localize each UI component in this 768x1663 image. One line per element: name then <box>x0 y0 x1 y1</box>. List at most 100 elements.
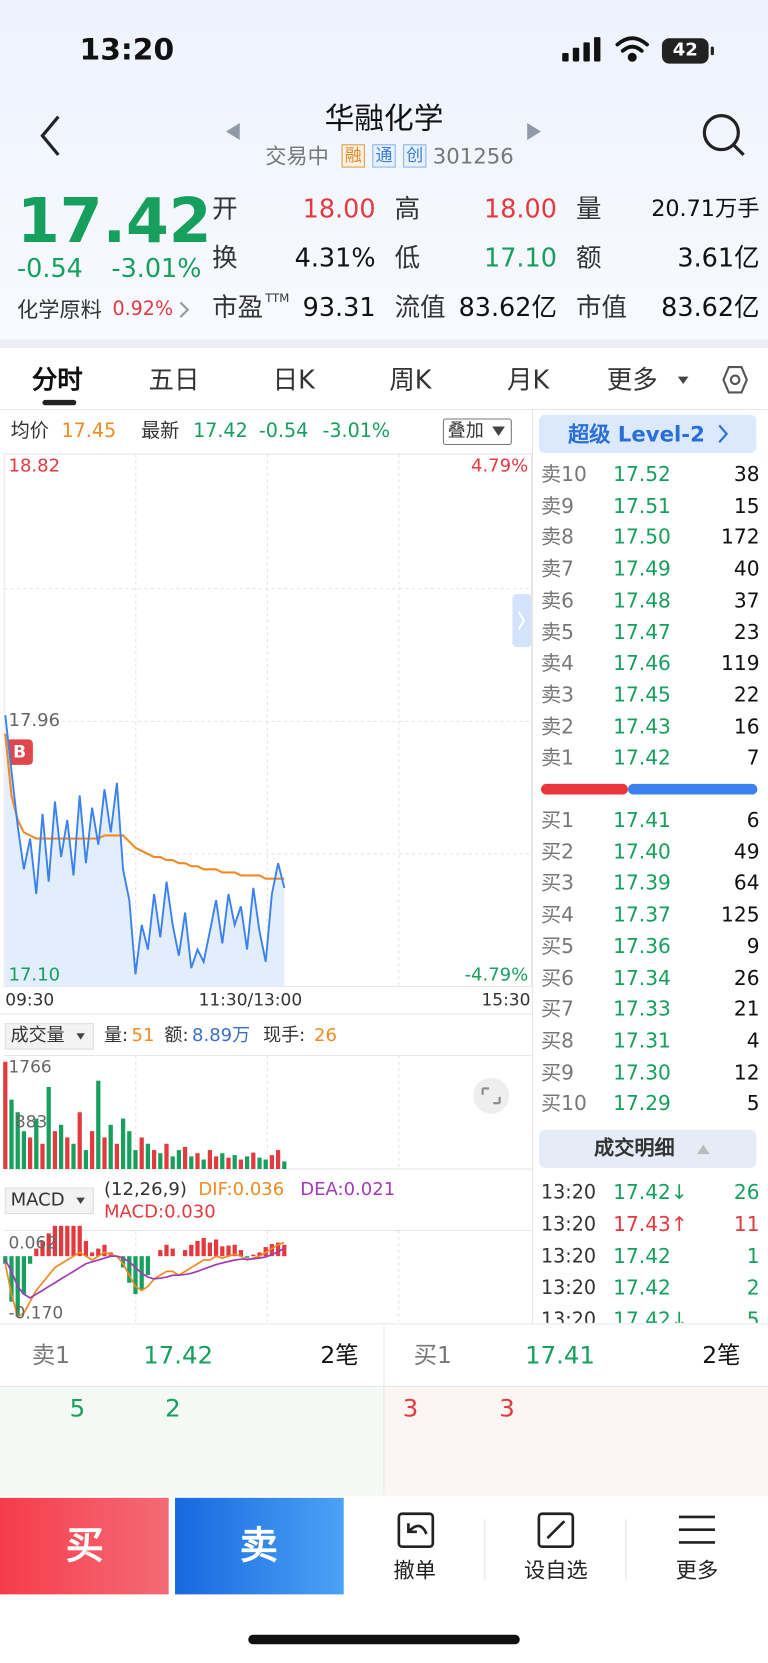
macd-bar <box>83 1240 89 1257</box>
volume-bar <box>164 1143 169 1170</box>
back-button[interactable] <box>40 115 60 156</box>
stat-value: 18.00 <box>302 194 376 224</box>
badge: 创 <box>403 144 427 168</box>
volume-bar <box>282 1161 287 1170</box>
book-price: 17.29 <box>613 1092 671 1116</box>
level2-button[interactable] <box>538 414 757 453</box>
tab[interactable]: 分时 <box>31 364 83 395</box>
axis-label: 17.10 <box>8 964 61 987</box>
book-volume: 125 <box>721 903 760 927</box>
action-label[interactable]: 更多 <box>675 1557 719 1583</box>
book-volume: 7 <box>746 746 760 770</box>
tab[interactable]: 日K <box>272 364 315 395</box>
book-price: 17.45 <box>613 683 671 707</box>
cancel-icon[interactable] <box>397 1512 435 1548</box>
action-label[interactable]: 撤单 <box>393 1557 436 1583</box>
book-label: 买5 <box>541 934 574 959</box>
tab[interactable]: 月K <box>507 364 550 395</box>
wifi-icon <box>615 36 649 62</box>
macd-bar <box>189 1244 194 1257</box>
label: -3.01% <box>322 420 391 443</box>
tab[interactable]: 更多 <box>606 364 658 395</box>
volume-bar <box>232 1155 237 1170</box>
signal-icon <box>562 37 601 62</box>
macd-bar <box>226 1245 231 1257</box>
macd-bar <box>133 1256 138 1295</box>
macd-bar <box>201 1237 206 1257</box>
prev-stock[interactable] <box>225 123 240 141</box>
macd-bar <box>145 1256 151 1276</box>
trades-button[interactable] <box>538 1129 757 1168</box>
sell-button[interactable] <box>175 1497 344 1595</box>
label: 2笔 <box>320 1342 359 1370</box>
stat-value: 93.31 <box>302 292 376 323</box>
side-tab[interactable] <box>512 594 532 648</box>
stat-value: 18.00 <box>484 194 557 224</box>
book-price: 17.47 <box>613 620 671 644</box>
queue-item: 3 <box>402 1395 419 1424</box>
volume-bar <box>195 1153 200 1170</box>
macd-bar <box>102 1244 107 1257</box>
sell-ratio <box>541 783 628 795</box>
price-line <box>4 715 286 975</box>
sector-pct: 0.92% <box>112 298 174 321</box>
settings-icon[interactable] <box>722 365 748 394</box>
book-label: 卖9 <box>541 494 574 518</box>
stat-value: 17.10 <box>484 242 557 273</box>
macd-bar <box>220 1246 225 1257</box>
volume-bar <box>21 1131 27 1170</box>
trade-price: 17.42↓ <box>613 1181 688 1205</box>
book-label: 卖5 <box>541 620 574 644</box>
trade-price: 17.42 <box>613 1276 671 1301</box>
macd-bar <box>269 1244 275 1257</box>
separator <box>0 339 768 348</box>
buy-marker <box>6 739 33 765</box>
change: -0.54 <box>16 253 83 284</box>
tab[interactable]: 周K <box>389 364 432 395</box>
volume-bar <box>176 1150 182 1170</box>
macd-selector[interactable] <box>4 1187 94 1215</box>
macd-bar <box>21 1256 27 1295</box>
volume-bar <box>58 1124 64 1170</box>
macd-bar <box>65 1225 70 1257</box>
action-label[interactable]: 设自选 <box>524 1557 588 1583</box>
expand-button[interactable] <box>473 1077 510 1114</box>
trades-title[interactable]: 成交明细 <box>594 1136 675 1160</box>
book-volume: 40 <box>733 557 760 581</box>
volume-bar <box>170 1156 175 1170</box>
buy-button-label[interactable]: 买 <box>65 1524 104 1568</box>
volume-bar <box>275 1150 281 1170</box>
queue-item: 5 <box>69 1395 86 1424</box>
overlay-label[interactable]: 叠加 <box>447 420 484 442</box>
book-price: 17.51 <box>613 494 671 518</box>
stat-label: 高 <box>394 194 421 224</box>
book-label: 卖2 <box>541 715 574 739</box>
trade-time: 13:20 <box>541 1309 597 1323</box>
overlay-button[interactable] <box>442 418 512 446</box>
next-stock[interactable] <box>527 123 542 141</box>
book-volume: 9 <box>746 934 760 959</box>
level2-title[interactable]: 超级 Level-2 <box>568 421 705 447</box>
macd-bar <box>71 1225 76 1257</box>
axis-label: 17.96 <box>8 710 61 732</box>
change-pct: -3.01% <box>111 253 202 284</box>
macd-bar <box>158 1250 163 1257</box>
volume-bar <box>238 1159 244 1170</box>
label[interactable]: MACD <box>10 1189 65 1211</box>
battery-icon <box>661 38 709 64</box>
axis-label: -4.79% <box>464 964 529 987</box>
more-icon[interactable] <box>678 1515 715 1544</box>
label[interactable]: 成交量 <box>10 1025 65 1047</box>
watch-icon[interactable] <box>537 1512 575 1548</box>
tab[interactable]: 五日 <box>148 364 200 395</box>
book-volume: 49 <box>733 840 760 864</box>
axis-label: -0.170 <box>8 1302 64 1323</box>
buy-button[interactable] <box>0 1497 169 1595</box>
dea-line <box>4 1247 285 1299</box>
status-time: 13:20 <box>79 31 175 67</box>
search-button[interactable] <box>702 114 745 157</box>
axis-label: 883 <box>14 1111 48 1132</box>
sell-button-label[interactable]: 卖 <box>239 1524 278 1568</box>
volume-bar <box>158 1153 163 1170</box>
stat-label: 市值 <box>576 292 627 323</box>
